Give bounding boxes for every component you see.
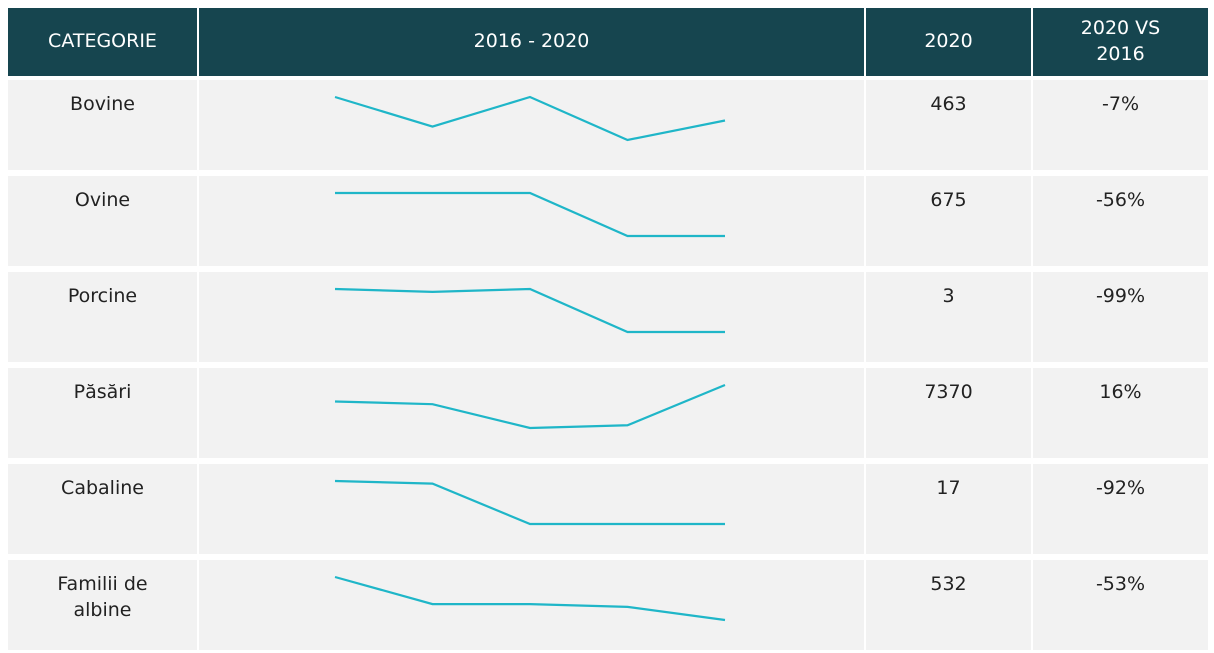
- change-cell: -7%: [1033, 80, 1208, 170]
- change-cell-text: -92%: [1095, 477, 1146, 499]
- change-cell-text: -53%: [1095, 573, 1146, 595]
- change-cell: -99%: [1033, 272, 1208, 362]
- value-cell-text: 3: [942, 285, 955, 307]
- category-cell-text: Ovine: [74, 189, 131, 211]
- column-header: 2020 VS 2016: [1033, 8, 1208, 76]
- change-cell-text: 16%: [1099, 381, 1142, 403]
- column-header-text: 2016 - 2020: [473, 30, 590, 53]
- category-cell-text: Familii de albine: [57, 573, 148, 621]
- value-cell: 532: [866, 560, 1031, 650]
- trend-cell: [199, 464, 864, 554]
- value-cell: 675: [866, 176, 1031, 266]
- sparkline: [334, 575, 726, 622]
- trend-cell: [199, 80, 864, 170]
- category-cell: Ovine: [8, 176, 197, 266]
- category-cell: Cabaline: [8, 464, 197, 554]
- column-header: 2016 - 2020: [199, 8, 864, 76]
- change-cell: 16%: [1033, 368, 1208, 458]
- value-cell-text: 7370: [924, 381, 973, 403]
- change-cell: -92%: [1033, 464, 1208, 554]
- change-cell-text: -56%: [1095, 189, 1146, 211]
- value-cell: 3: [866, 272, 1031, 362]
- category-cell-text: Cabaline: [61, 477, 144, 499]
- category-cell-text: Bovine: [70, 93, 135, 115]
- sparkline: [334, 479, 725, 526]
- category-cell-text: Porcine: [67, 285, 138, 307]
- column-header: 2020: [866, 8, 1031, 76]
- category-cell: Familii de albine: [8, 560, 197, 650]
- category-cell: Păsări: [8, 368, 197, 458]
- category-cell-text: Păsări: [73, 381, 132, 403]
- trend-cell: [199, 368, 864, 458]
- value-cell-text: 675: [930, 189, 967, 211]
- change-cell-text: -7%: [1102, 93, 1139, 115]
- sparkline: [334, 287, 725, 334]
- value-cell: 463: [866, 80, 1031, 170]
- category-cell: Bovine: [8, 80, 197, 170]
- value-cell-text: 17: [936, 477, 961, 499]
- sparkline: [335, 191, 725, 238]
- value-cell-text: 532: [930, 573, 967, 595]
- change-cell: -53%: [1033, 560, 1208, 650]
- value-cell: 7370: [866, 368, 1031, 458]
- trend-cell: [199, 272, 864, 362]
- column-header-text: 2020 VS 2016: [1080, 17, 1161, 65]
- category-cell: Porcine: [8, 272, 197, 362]
- change-cell: -56%: [1033, 176, 1208, 266]
- value-cell: 17: [866, 464, 1031, 554]
- sparkline: [334, 95, 726, 142]
- column-header: CATEGORIE: [8, 8, 197, 76]
- column-header-text: 2020: [924, 30, 973, 53]
- sparkline: [334, 383, 726, 430]
- trend-cell: [199, 176, 864, 266]
- value-cell-text: 463: [930, 93, 967, 115]
- column-header-text: CATEGORIE: [48, 30, 157, 53]
- change-cell-text: -99%: [1095, 285, 1146, 307]
